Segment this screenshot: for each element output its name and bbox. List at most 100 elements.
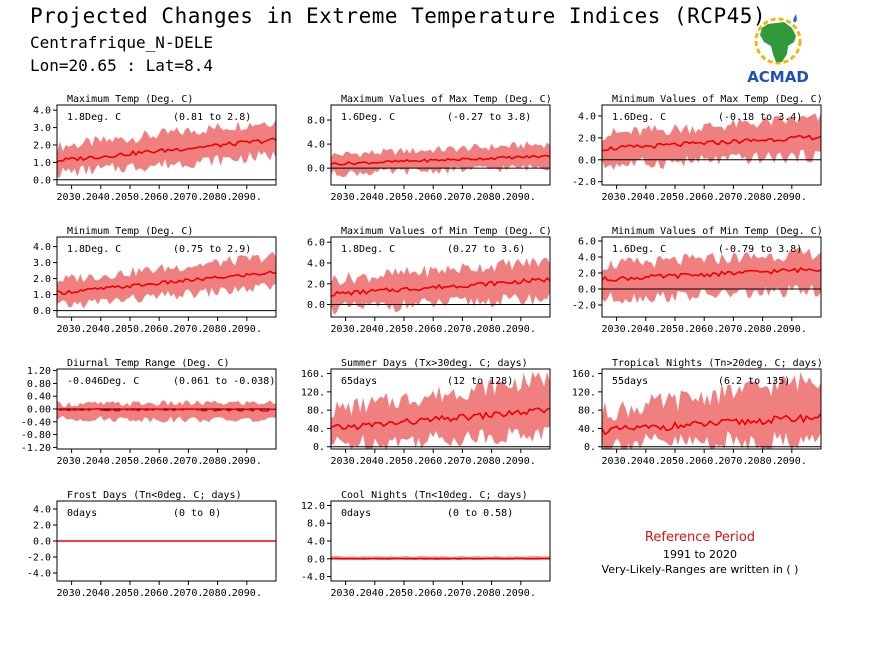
median-change-label: 1.8Deg. C xyxy=(67,244,121,255)
x-tick-label: 2040. xyxy=(86,588,116,599)
y-tick-label: 160. xyxy=(301,369,325,380)
median-line xyxy=(602,413,821,436)
y-tick-label: 1.0 xyxy=(33,158,51,169)
x-tick-label: 2030. xyxy=(602,192,632,203)
x-tick-label: 2030. xyxy=(602,456,632,467)
x-tick-label: 2070. xyxy=(173,588,203,599)
y-tick-label: 1.0 xyxy=(33,290,51,301)
x-tick-label: 2090. xyxy=(232,324,262,335)
likely-range-label: (-0.18 to 3.4) xyxy=(718,112,802,123)
likely-range-band xyxy=(331,371,550,449)
plot-frame xyxy=(330,368,551,450)
x-tick-label: 2060. xyxy=(418,324,448,335)
y-tick-label: 8.0 xyxy=(307,116,325,127)
chart-panel: 160. 120. 80. 40. 0. 2030. 2040. 2050. 2060. 2070… xyxy=(301,358,551,467)
chart-title: Maximum Temp (Deg. C) xyxy=(67,94,193,105)
x-tick-label: 2080. xyxy=(748,192,778,203)
likely-range-label: (0 to 0.58) xyxy=(447,508,513,519)
x-tick-label: 2070. xyxy=(718,192,748,203)
y-tick-label: 2.0 xyxy=(307,279,325,290)
y-tick-label: 2.0 xyxy=(578,133,596,144)
chart-title: Minimum Values of Max Temp (Deg. C) xyxy=(612,94,823,105)
x-tick-label: 2050. xyxy=(115,192,145,203)
likely-range-label: (12 to 128) xyxy=(447,376,513,387)
x-tick-label: 2090. xyxy=(232,588,262,599)
y-tick-label: 4.0 xyxy=(578,253,596,264)
y-tick-label: 0.0 xyxy=(307,300,325,311)
plot-frame xyxy=(330,236,551,318)
x-tick-label: 2030. xyxy=(57,192,87,203)
x-tick-label: 2090. xyxy=(232,456,262,467)
x-tick-label: 2050. xyxy=(115,588,145,599)
x-tick-label: 2040. xyxy=(360,324,390,335)
coordinates-label: Lon=20.65 : Lat=8.4 xyxy=(30,56,214,75)
x-tick-label: 2040. xyxy=(631,324,661,335)
x-tick-label: 2090. xyxy=(506,456,536,467)
location-label: Centrafrique_N-DELE xyxy=(30,33,214,52)
median-line xyxy=(602,134,821,152)
x-tick-label: 2080. xyxy=(203,588,233,599)
x-tick-label: 2080. xyxy=(203,192,233,203)
y-tick-label: -2.0 xyxy=(572,301,596,312)
x-tick-label: 2040. xyxy=(631,456,661,467)
median-change-label: -0.046Deg. C xyxy=(67,376,139,387)
reference-period-years: 1991 to 2020 xyxy=(662,548,738,561)
x-tick-label: 2050. xyxy=(115,456,145,467)
y-tick-label: 0. xyxy=(584,442,596,453)
x-tick-label: 2040. xyxy=(360,192,390,203)
chart-title: Cool Nights (Tn<10deg. C; days) xyxy=(341,490,528,501)
y-tick-label: 80. xyxy=(307,406,325,417)
y-tick-label: 2.0 xyxy=(33,521,51,532)
x-tick-label: 2070. xyxy=(447,588,477,599)
y-tick-label: 40. xyxy=(578,424,596,435)
x-tick-label: 2070. xyxy=(173,192,203,203)
median-line xyxy=(57,137,276,163)
chart-panel: 6.0 4.0 2.0 0.0 -2.0 2030. 2040. 2050. 2060. 2070… xyxy=(572,226,823,335)
x-tick-label: 2080. xyxy=(748,324,778,335)
plot-frame xyxy=(601,236,822,318)
x-tick-label: 2080. xyxy=(477,588,507,599)
likely-range-label: (0 to 0) xyxy=(173,508,221,519)
x-tick-label: 2060. xyxy=(418,456,448,467)
x-tick-label: 2050. xyxy=(660,324,690,335)
chart-title: Summer Days (Tx>30deg. C; days) xyxy=(341,358,528,369)
y-tick-label: 8.0 xyxy=(307,519,325,530)
y-tick-label: 4.0 xyxy=(33,106,51,117)
likely-range-label: (-0.27 to 3.8) xyxy=(447,112,531,123)
median-change-label: 1.6Deg. C xyxy=(341,112,395,123)
plot-frame xyxy=(330,104,551,186)
median-change-label: 55days xyxy=(612,376,648,387)
y-tick-label: 1.20 xyxy=(27,366,51,377)
y-tick-label: 4.0 xyxy=(307,140,325,151)
y-tick-label: 2.0 xyxy=(33,274,51,285)
median-change-label: 1.8Deg. C xyxy=(67,112,121,123)
y-tick-label: 3.0 xyxy=(33,258,51,269)
x-tick-label: 2070. xyxy=(718,456,748,467)
likely-range-band xyxy=(57,119,276,178)
x-tick-label: 2080. xyxy=(203,456,233,467)
likely-range-label: (0.27 to 3.6) xyxy=(447,244,525,255)
x-tick-label: 2060. xyxy=(144,192,174,203)
x-tick-label: 2090. xyxy=(232,192,262,203)
likely-range-band xyxy=(57,400,276,423)
y-tick-label: 0.0 xyxy=(307,554,325,565)
x-tick-label: 2030. xyxy=(331,192,361,203)
x-tick-label: 2040. xyxy=(86,456,116,467)
likely-range-label: (0.061 to -0.038) xyxy=(173,376,275,387)
y-tick-label: -0.40 xyxy=(21,417,51,428)
logo-text: ACMAD xyxy=(747,68,809,86)
y-tick-label: 6.0 xyxy=(307,238,325,249)
y-tick-label: 12.0 xyxy=(301,501,325,512)
x-tick-label: 2070. xyxy=(718,324,748,335)
median-line xyxy=(331,277,550,297)
y-tick-label: 4.0 xyxy=(578,111,596,122)
x-tick-label: 2060. xyxy=(418,192,448,203)
y-tick-label: 0.0 xyxy=(33,306,51,317)
chart-panel: 6.0 4.0 2.0 0.0 2030. 2040. 2050. 2060. 2070. 208… xyxy=(307,226,552,335)
y-tick-label: 0.00 xyxy=(27,405,51,416)
median-change-label: 1.6Deg. C xyxy=(612,112,666,123)
africa-map-icon xyxy=(754,14,802,65)
chart-title: Frost Days (Tn<0deg. C; days) xyxy=(67,490,242,501)
chart-title: Maximum Values of Min Temp (Deg. C) xyxy=(341,226,552,237)
